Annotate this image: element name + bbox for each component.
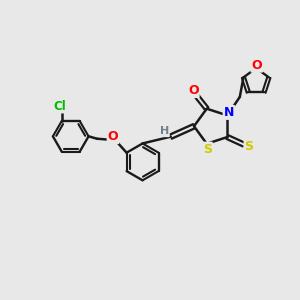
Text: O: O [108, 130, 118, 143]
Text: O: O [251, 59, 262, 72]
Text: S: S [203, 142, 212, 156]
Text: S: S [244, 140, 253, 153]
Text: Cl: Cl [53, 100, 66, 112]
Text: N: N [224, 106, 234, 119]
Text: H: H [160, 126, 169, 136]
Text: O: O [188, 84, 199, 97]
